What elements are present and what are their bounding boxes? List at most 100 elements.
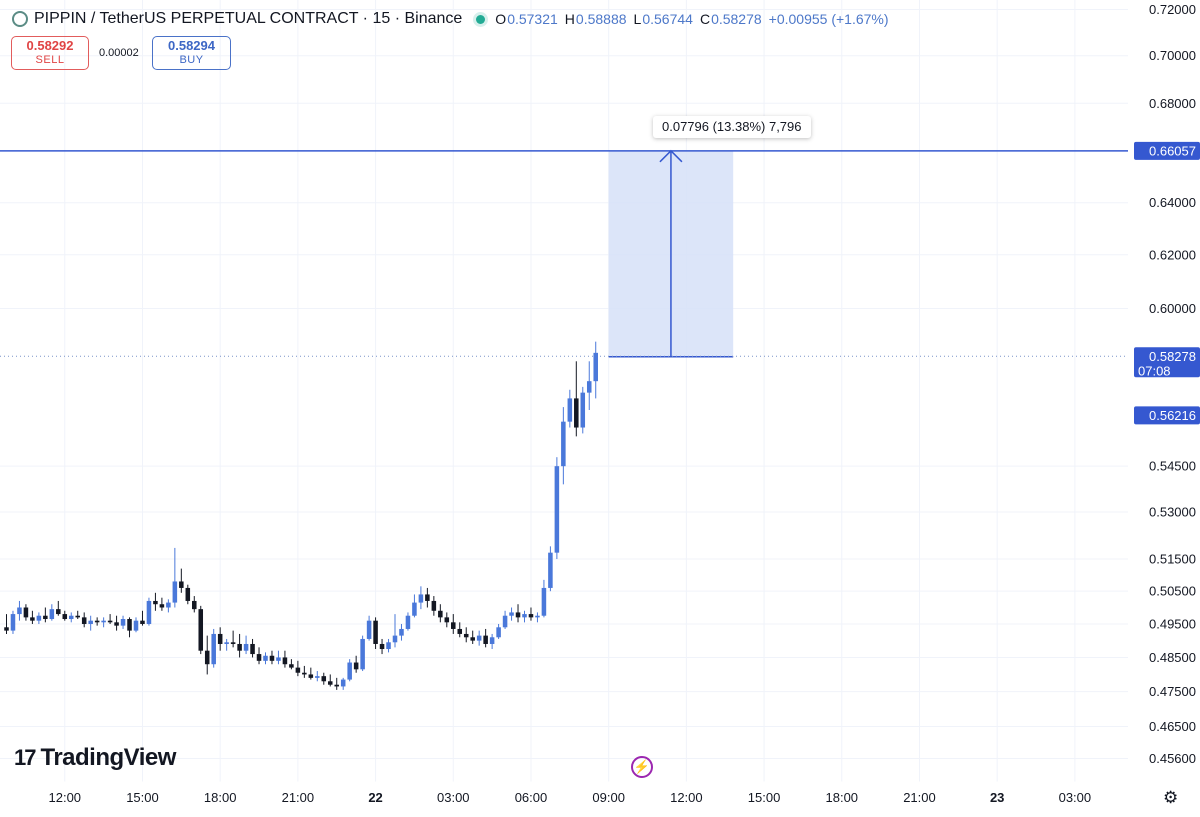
- buy-price: 0.58294: [168, 38, 215, 53]
- price-label: 0.66057: [1149, 143, 1196, 158]
- y-tick-label: 0.62000: [1149, 247, 1196, 262]
- candle-body: [373, 620, 378, 644]
- sell-label: SELL: [35, 54, 65, 66]
- candle-body: [211, 633, 216, 665]
- x-tick-label: 21:00: [903, 790, 936, 805]
- candle-body: [496, 627, 501, 638]
- candle-body: [269, 655, 275, 661]
- candle-body: [586, 381, 592, 393]
- lightning-icon[interactable]: ⚡: [631, 756, 653, 778]
- candle-body: [353, 662, 359, 670]
- candle-body: [23, 607, 29, 618]
- candle-body: [185, 587, 191, 601]
- high-value: 0.58888: [575, 11, 627, 27]
- x-tick-label: 03:00: [437, 790, 470, 805]
- candle-body: [68, 615, 74, 620]
- candle-body: [243, 643, 249, 651]
- candle-body: [101, 620, 106, 623]
- x-tick-label: 18:00: [204, 790, 237, 805]
- candle-body: [172, 581, 178, 603]
- candle-body: [179, 581, 184, 588]
- candle-body: [256, 654, 262, 661]
- candle-body: [289, 664, 294, 668]
- change-value: +0.00955 (+1.67%): [768, 11, 889, 27]
- candle-body: [425, 594, 430, 601]
- x-tick-label: 09:00: [592, 790, 625, 805]
- x-tick-label: 23: [990, 790, 1004, 805]
- candle-body: [308, 674, 314, 678]
- candle-body: [509, 612, 514, 616]
- candle-body: [386, 642, 391, 650]
- candle-body: [438, 610, 443, 618]
- candle-body: [250, 643, 255, 655]
- candle-body: [528, 614, 534, 618]
- tradingview-logo[interactable]: 17 TradingView: [14, 744, 176, 772]
- candle-body: [192, 600, 197, 610]
- candle-body: [88, 620, 93, 624]
- candle-body: [120, 619, 126, 626]
- y-axis-background: [1128, 0, 1200, 782]
- market-status-icon[interactable]: [476, 14, 486, 24]
- candle-body: [451, 622, 456, 629]
- y-axis: 0.72000 0.70000 0.68000 0.64000 0.62000 0.600…: [1128, 0, 1200, 782]
- gear-icon[interactable]: ⚙: [1163, 788, 1179, 807]
- candle-body: [217, 633, 223, 644]
- candle-body: [541, 587, 547, 616]
- x-tick-label: 12:00: [49, 790, 82, 805]
- sell-price: 0.58292: [26, 38, 74, 53]
- x-tick-label: 03:00: [1059, 790, 1092, 805]
- y-tick-label: 0.54500: [1149, 459, 1196, 474]
- candle-body: [204, 650, 210, 665]
- buy-label: BUY: [179, 54, 204, 66]
- candle-body: [340, 679, 346, 687]
- candle-body: [334, 684, 339, 687]
- symbol-logo-icon: [12, 11, 28, 27]
- candle-body: [140, 620, 145, 624]
- candle-body: [483, 635, 488, 644]
- candle-body: [392, 635, 398, 643]
- x-tick-label: 15:00: [748, 790, 781, 805]
- candle-body: [43, 615, 48, 620]
- candle-body: [580, 392, 586, 428]
- candle-body: [548, 552, 553, 588]
- candle-body: [153, 600, 158, 605]
- candle-body: [470, 637, 475, 641]
- candle-body: [56, 609, 61, 615]
- candle-body: [405, 615, 411, 629]
- candle-body: [418, 594, 424, 603]
- tradingview-logo-icon: 17: [14, 745, 37, 770]
- sell-button[interactable]: 0.58292 SELL: [11, 36, 89, 70]
- candle-body: [502, 615, 508, 628]
- candle-body: [198, 609, 204, 651]
- spread-value: 0.00002: [99, 47, 139, 59]
- candle-body: [554, 466, 560, 553]
- price-label-box: [1134, 141, 1200, 160]
- candle-body: [94, 620, 100, 623]
- y-tick-label: 0.47500: [1149, 684, 1196, 699]
- candle-body: [146, 600, 152, 624]
- close-value: 0.58278: [711, 11, 762, 27]
- candle-body: [30, 617, 35, 621]
- price-label-box: [1134, 347, 1200, 378]
- y-tick-label: 0.70000: [1149, 48, 1196, 63]
- candle-body: [412, 602, 417, 616]
- buy-button[interactable]: 0.58294 BUY: [152, 36, 231, 70]
- price-label-box: [1134, 406, 1200, 425]
- candle-body: [10, 614, 16, 631]
- candle-body: [457, 628, 463, 634]
- candle-body: [62, 614, 68, 620]
- candle-body: [327, 681, 333, 685]
- candle-body: [107, 620, 113, 623]
- open-value: 0.57321: [507, 11, 558, 27]
- candle-body: [315, 676, 320, 678]
- candle-body: [379, 643, 385, 650]
- candle-body: [114, 622, 119, 626]
- candle-body: [567, 398, 573, 422]
- candle-body: [321, 676, 327, 682]
- candle-body: [431, 600, 437, 611]
- candle-body: [399, 628, 404, 636]
- symbol-title[interactable]: PIPPIN / TetherUS PERPETUAL CONTRACT · 1…: [34, 10, 463, 27]
- y-tick-label: 0.60000: [1149, 301, 1196, 316]
- candle-body: [561, 421, 566, 467]
